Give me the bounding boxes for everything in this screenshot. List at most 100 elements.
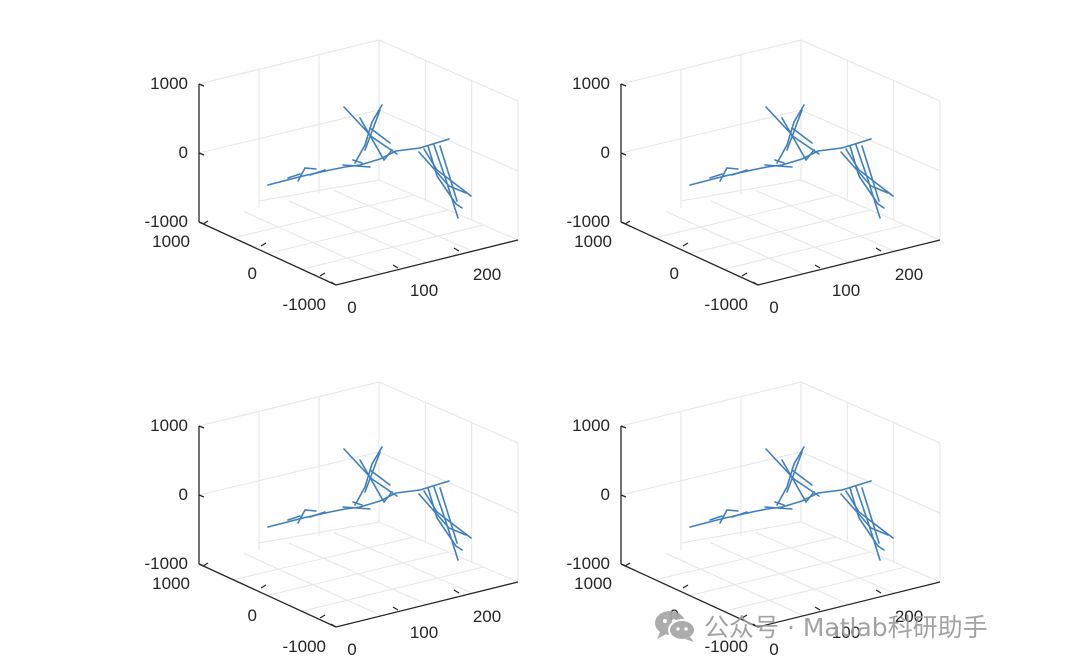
y-tick — [624, 220, 631, 225]
x-tick — [814, 606, 821, 611]
x-axis-line — [335, 581, 519, 628]
z-tick-label: 0 — [179, 485, 188, 504]
z-tick-label: -1000 — [145, 212, 188, 231]
grid-line — [755, 532, 895, 594]
grid-line — [620, 381, 802, 427]
data-line — [359, 117, 393, 162]
y-tick — [741, 614, 748, 619]
y-tick-label: -1000 — [705, 637, 748, 656]
data-line — [791, 127, 813, 144]
y-tick — [260, 242, 267, 247]
data-line — [845, 490, 894, 539]
y-axis-line — [198, 221, 337, 286]
z-tick-label: -1000 — [567, 212, 610, 231]
data-line — [861, 145, 880, 202]
y-tick — [319, 614, 326, 619]
data-line — [418, 493, 467, 536]
y-tick — [319, 272, 326, 277]
z-tick-label: -1000 — [567, 554, 610, 573]
grid-line — [378, 39, 519, 102]
data-line — [423, 490, 472, 539]
x-tick-label: 200 — [473, 265, 501, 284]
z-tick-label: 1000 — [572, 416, 610, 435]
x-tick-label: 100 — [832, 281, 860, 300]
data-line — [439, 145, 458, 202]
grid-line — [333, 190, 473, 252]
x-axis-line — [757, 581, 941, 628]
data-line — [439, 487, 458, 544]
y-tick-label: -1000 — [705, 295, 748, 314]
z-tick-label: 1000 — [150, 74, 188, 93]
y-tick — [202, 562, 209, 567]
data-line — [861, 487, 880, 544]
watermark-text: 公众号 · Matlab科研助手 — [704, 613, 988, 642]
z-tick — [620, 425, 627, 429]
data-line — [731, 511, 748, 518]
y-tick-label: 1000 — [574, 232, 612, 251]
data-line — [343, 448, 398, 497]
grid-line — [378, 451, 519, 514]
data-line — [297, 509, 317, 524]
data-line — [840, 151, 889, 194]
data-line — [719, 509, 739, 524]
z-tick-label: 1000 — [150, 416, 188, 435]
y-tick-label: 0 — [248, 264, 257, 283]
data-line — [845, 148, 894, 197]
data-line — [781, 117, 815, 162]
watermark: 公众号 · Matlab科研助手 — [652, 606, 988, 646]
x-tick-label: 200 — [895, 607, 923, 626]
x-tick — [330, 623, 337, 628]
data-line — [359, 459, 393, 504]
data-line — [342, 164, 371, 168]
y-tick — [202, 220, 209, 225]
grid-line — [755, 190, 895, 252]
data-line — [364, 451, 381, 493]
y-tick-label: -1000 — [283, 637, 326, 656]
data-line — [342, 506, 371, 510]
y-tick-label: 1000 — [574, 574, 612, 593]
z-tick-label: 0 — [601, 143, 610, 162]
grid-line — [333, 532, 473, 594]
z-tick — [198, 425, 205, 429]
x-tick-label: 0 — [347, 298, 356, 317]
y-tick — [682, 584, 689, 589]
y-tick — [624, 562, 631, 567]
grid-line — [301, 224, 484, 270]
x-tick — [453, 247, 460, 252]
grid-line — [800, 109, 941, 172]
grid-line — [198, 39, 380, 85]
x-tick-label: 0 — [347, 640, 356, 659]
z-tick-label: -1000 — [145, 554, 188, 573]
grid-line — [288, 542, 428, 605]
x-axis-line — [335, 239, 519, 286]
z-tick — [620, 83, 627, 87]
grid-line — [800, 451, 941, 514]
data-line — [774, 501, 785, 506]
y-tick — [741, 272, 748, 277]
y-axis-line — [620, 221, 759, 286]
x-tick-label: 200 — [895, 265, 923, 284]
x-axis-line — [757, 239, 941, 286]
data-line — [287, 173, 301, 179]
data-line — [840, 493, 889, 536]
grid-line — [198, 381, 380, 427]
data-line — [786, 109, 803, 151]
data-line — [309, 511, 326, 518]
y-tick-label: 1000 — [152, 574, 190, 593]
data-line — [433, 486, 459, 561]
data-line — [709, 173, 723, 179]
data-line — [719, 167, 739, 182]
y-tick-label: 1000 — [152, 232, 190, 251]
grid-line — [620, 39, 802, 85]
data-line — [423, 148, 472, 197]
grid-line — [710, 542, 850, 605]
grid-line — [800, 39, 941, 102]
y-tick — [682, 242, 689, 247]
data-line — [849, 487, 885, 551]
y-tick-label: 0 — [670, 264, 679, 283]
data-line — [781, 459, 815, 504]
x-tick — [330, 281, 337, 286]
x-tick-label: 100 — [410, 281, 438, 300]
data-line — [418, 151, 467, 194]
